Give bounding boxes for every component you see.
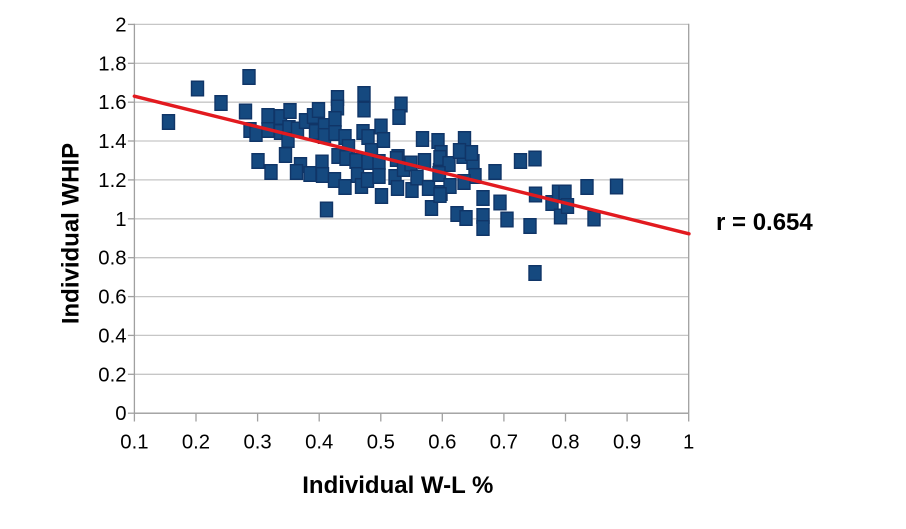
svg-text:1.4: 1.4 — [98, 131, 126, 153]
svg-text:1.6: 1.6 — [98, 92, 126, 114]
svg-text:0.4: 0.4 — [98, 325, 126, 347]
svg-text:1: 1 — [115, 209, 126, 231]
svg-text:1: 1 — [683, 432, 694, 454]
svg-text:0.1: 0.1 — [120, 432, 148, 454]
svg-text:0.7: 0.7 — [490, 432, 518, 454]
svg-text:Individual W-L %: Individual W-L % — [302, 472, 493, 499]
svg-text:0.4: 0.4 — [305, 432, 333, 454]
svg-text:0.8: 0.8 — [98, 248, 126, 270]
svg-text:1.8: 1.8 — [98, 53, 126, 75]
svg-text:1.2: 1.2 — [98, 170, 126, 192]
svg-text:0: 0 — [115, 403, 126, 425]
svg-text:0.2: 0.2 — [98, 364, 126, 386]
svg-text:0.3: 0.3 — [243, 432, 271, 454]
svg-text:0.5: 0.5 — [367, 432, 395, 454]
svg-text:Individual WHIP: Individual WHIP — [58, 143, 85, 324]
svg-text:2: 2 — [115, 14, 126, 36]
svg-text:0.6: 0.6 — [428, 432, 456, 454]
svg-text:0.2: 0.2 — [182, 432, 210, 454]
svg-text:0.9: 0.9 — [613, 432, 641, 454]
svg-text:0.6: 0.6 — [98, 287, 126, 309]
svg-text:r = 0.654: r = 0.654 — [716, 209, 813, 236]
svg-text:0.8: 0.8 — [551, 432, 579, 454]
